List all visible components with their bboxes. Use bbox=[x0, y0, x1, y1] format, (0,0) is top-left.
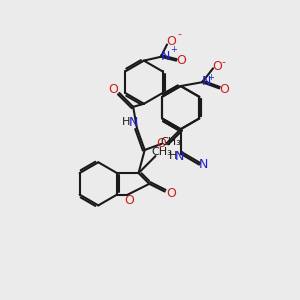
Text: O: O bbox=[212, 59, 222, 73]
Text: -: - bbox=[221, 57, 225, 67]
Text: CH₃: CH₃ bbox=[151, 147, 172, 157]
Text: N: N bbox=[161, 50, 170, 63]
Text: CH₃: CH₃ bbox=[160, 137, 181, 147]
Text: H: H bbox=[122, 117, 130, 127]
Text: O: O bbox=[124, 194, 134, 206]
Text: N: N bbox=[175, 150, 184, 163]
Text: H: H bbox=[169, 151, 177, 161]
Text: N: N bbox=[129, 116, 139, 129]
Text: O: O bbox=[167, 35, 177, 48]
Text: -: - bbox=[177, 29, 181, 39]
Text: +: + bbox=[170, 45, 177, 54]
Text: N: N bbox=[199, 158, 208, 171]
Text: O: O bbox=[177, 54, 187, 67]
Text: O: O bbox=[220, 82, 230, 96]
Text: O: O bbox=[157, 137, 166, 150]
Text: O: O bbox=[108, 83, 118, 96]
Text: O: O bbox=[166, 187, 176, 200]
Text: N: N bbox=[201, 75, 211, 88]
Text: +: + bbox=[207, 73, 214, 82]
